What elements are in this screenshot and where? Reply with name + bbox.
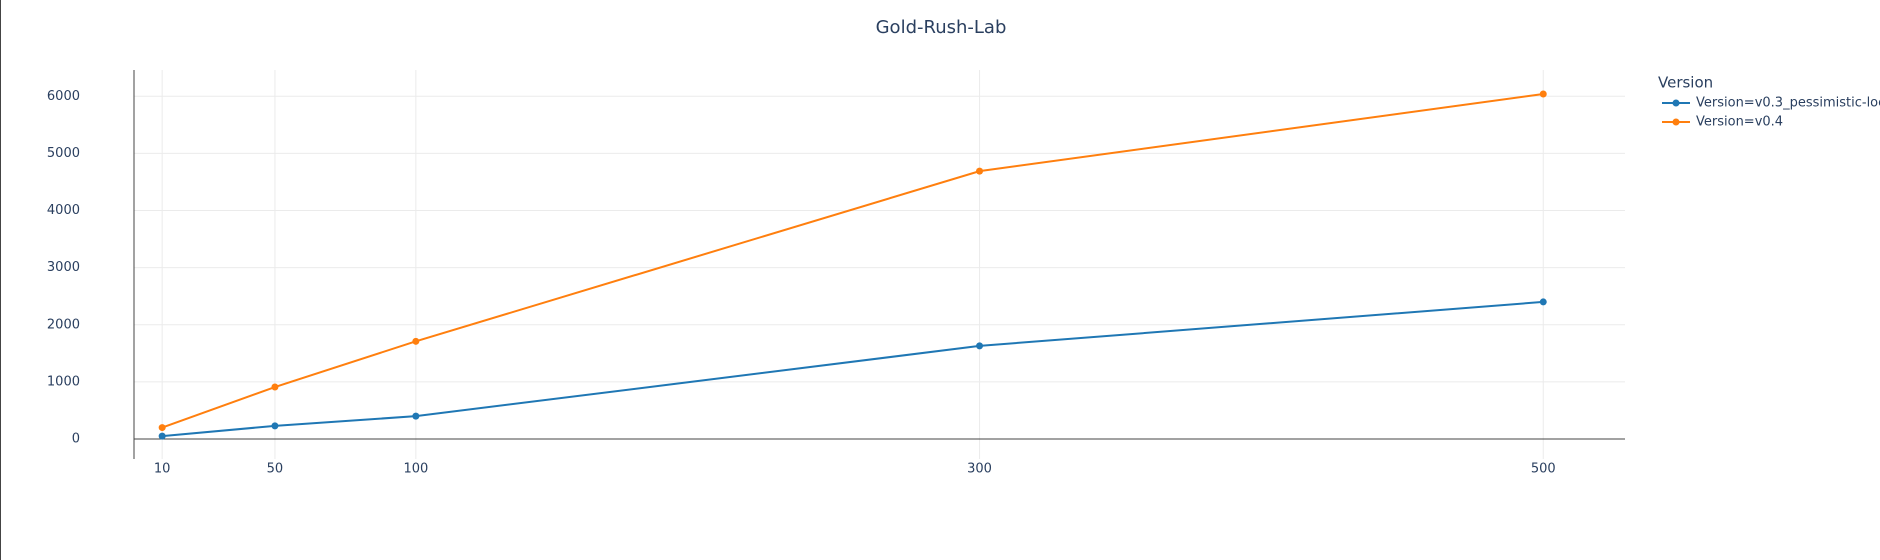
data-point: [1539, 298, 1547, 306]
y-tick-label: 3000: [47, 260, 80, 275]
legend-marker: [1672, 99, 1680, 107]
data-point: [412, 337, 420, 345]
x-tick-label: 100: [403, 462, 428, 477]
data-point: [158, 432, 166, 440]
legend-title: Version: [1658, 74, 1713, 92]
y-tick-label: 4000: [47, 203, 80, 218]
data-point: [271, 383, 279, 391]
data-point: [1539, 90, 1547, 98]
x-tick-label: 300: [967, 462, 992, 477]
legend-marker: [1672, 118, 1680, 126]
y-tick-label: 1000: [47, 374, 80, 389]
y-tick-label: 0: [72, 432, 80, 447]
y-tick-label: 6000: [47, 89, 80, 104]
data-point: [158, 424, 166, 432]
data-point: [271, 422, 279, 430]
legend-label: Version=v0.4: [1696, 115, 1783, 130]
data-point: [412, 412, 420, 420]
x-tick-label: 10: [154, 462, 171, 477]
data-point: [976, 342, 984, 350]
chart-title: Gold-Rush-Lab: [876, 17, 1007, 38]
y-tick-label: 5000: [47, 146, 80, 161]
legend-label: Version=v0.3_pessimistic-lock: [1696, 96, 1880, 111]
data-point: [976, 167, 984, 175]
x-tick-label: 50: [267, 462, 284, 477]
y-tick-label: 2000: [47, 317, 80, 332]
x-tick-label: 500: [1531, 462, 1556, 477]
